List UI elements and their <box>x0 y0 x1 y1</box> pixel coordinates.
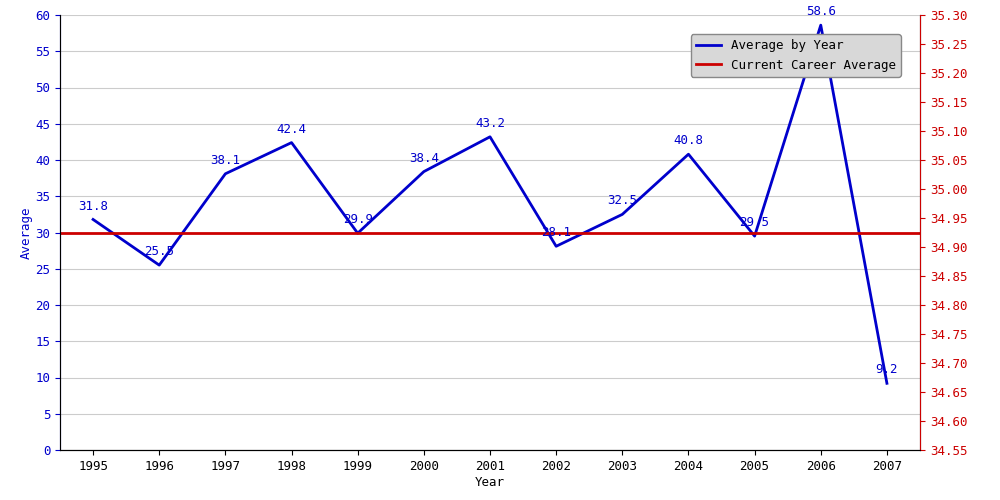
Average by Year <box>484 134 496 140</box>
Average by Year <box>749 233 761 239</box>
Text: 32.5: 32.5 <box>607 194 637 207</box>
Text: 25.5: 25.5 <box>144 245 174 258</box>
Text: 43.2: 43.2 <box>475 117 505 130</box>
Text: 40.8: 40.8 <box>673 134 703 147</box>
Legend: Average by Year, Current Career Average: Average by Year, Current Career Average <box>691 34 901 76</box>
Title: Batting Average by Year: Batting Average by Year <box>481 14 499 15</box>
Average by Year <box>352 230 364 236</box>
Text: 38.4: 38.4 <box>409 152 439 164</box>
X-axis label: Year: Year <box>475 476 505 488</box>
Text: 58.6: 58.6 <box>806 5 836 18</box>
Average by Year <box>286 140 298 145</box>
Average by Year <box>881 380 893 386</box>
Average by Year <box>815 22 827 28</box>
Average by Year <box>550 244 562 250</box>
Text: 9.2: 9.2 <box>876 364 898 376</box>
Text: 42.4: 42.4 <box>277 122 307 136</box>
Average by Year <box>87 216 99 222</box>
Average by Year <box>219 171 231 177</box>
Text: 38.1: 38.1 <box>210 154 240 167</box>
Average by Year <box>418 168 430 174</box>
Text: 29.5: 29.5 <box>740 216 770 229</box>
Average by Year <box>616 212 628 218</box>
Y-axis label: Average: Average <box>20 206 32 259</box>
Text: 28.1: 28.1 <box>541 226 571 239</box>
Text: 29.9: 29.9 <box>343 214 373 226</box>
Line: Average by Year: Average by Year <box>93 25 887 384</box>
Average by Year <box>153 262 165 268</box>
Average by Year <box>682 151 694 157</box>
Text: 31.8: 31.8 <box>78 200 108 212</box>
